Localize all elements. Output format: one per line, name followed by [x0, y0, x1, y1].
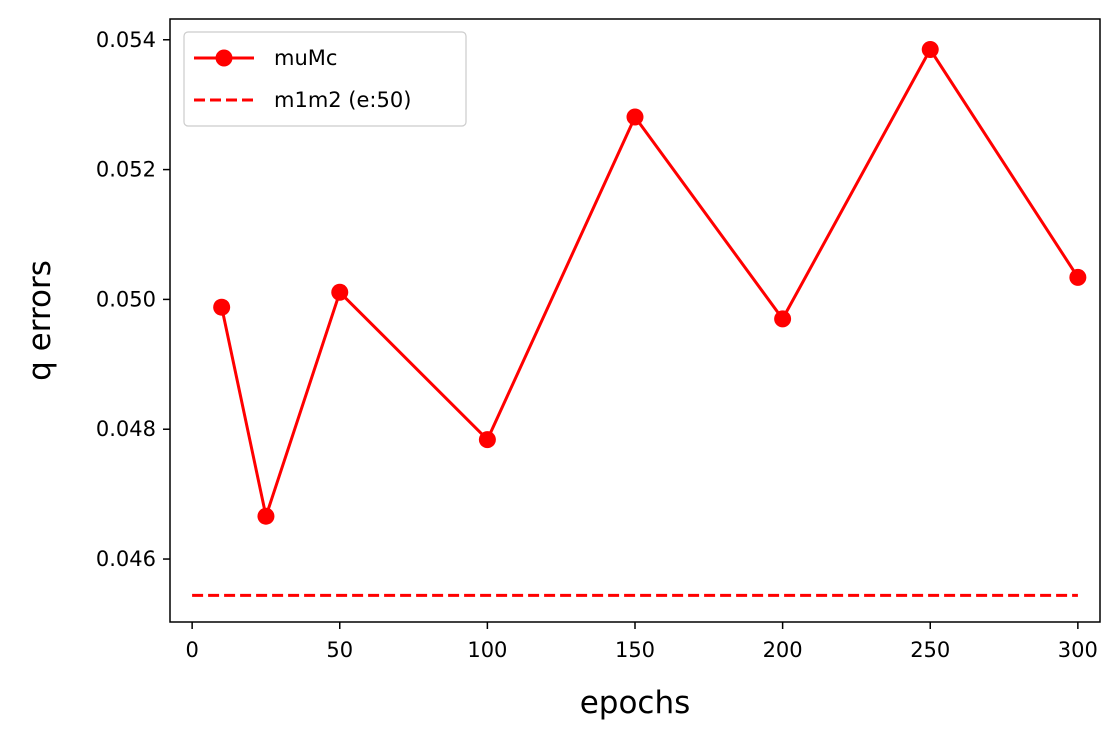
y-tick-label: 0.052 — [96, 158, 156, 182]
y-tick-label: 0.046 — [96, 547, 156, 571]
data-point — [921, 41, 939, 59]
plot-layer — [192, 41, 1087, 597]
y-tick-label: 0.048 — [96, 417, 156, 441]
x-tick-label: 150 — [615, 638, 655, 662]
x-tick-label: 100 — [467, 638, 507, 662]
legend-box — [183, 31, 467, 127]
legend-marker-mumc — [215, 49, 233, 67]
data-point — [213, 298, 231, 316]
data-point — [257, 507, 275, 525]
y-tick-label: 0.050 — [96, 287, 156, 311]
x-tick-label: 50 — [326, 638, 353, 662]
y-tick-label: 0.054 — [96, 28, 156, 52]
y-axis-title: q errors — [22, 260, 58, 381]
data-point — [1069, 268, 1087, 286]
x-tick-label: 250 — [910, 638, 950, 662]
x-axis: 0 50 100 150 200 250 300 — [185, 622, 1098, 662]
legend-label-mumc: muMc — [274, 46, 337, 70]
x-tick-label: 0 — [185, 638, 198, 662]
series-line-0 — [220, 48, 1080, 518]
x-axis-title: epochs — [580, 685, 691, 721]
y-axis: 0.046 0.048 0.050 0.052 0.054 — [96, 28, 170, 571]
x-tick-label: 200 — [763, 638, 803, 662]
x-tick-label: 300 — [1058, 638, 1098, 662]
data-point — [478, 431, 496, 449]
data-point — [331, 283, 349, 301]
data-point — [626, 108, 644, 126]
legend-label-m1m2: m1m2 (e:50) — [274, 88, 411, 112]
data-point — [774, 310, 792, 328]
legend: muMc m1m2 (e:50) — [183, 31, 467, 127]
